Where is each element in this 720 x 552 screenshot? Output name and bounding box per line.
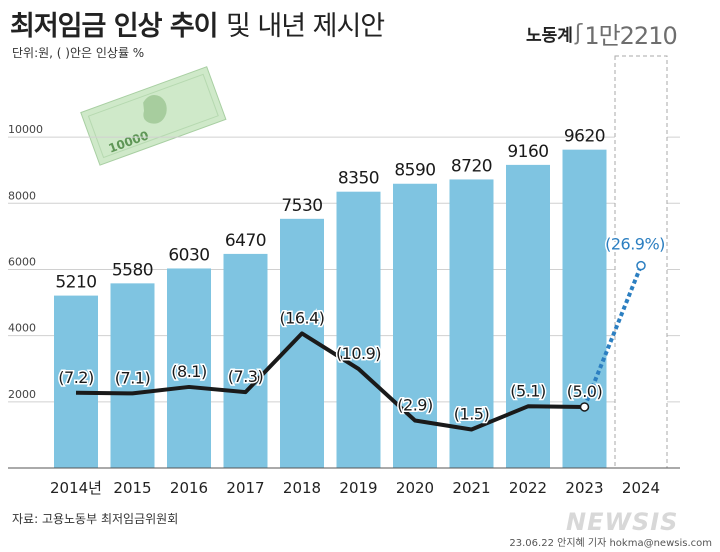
x-tick-label: 2018 [283,479,321,497]
x-tick-label: 2017 [226,479,264,497]
bar-value-label: 9160 [507,142,548,162]
bar-value-label: 9620 [564,127,605,147]
rate-label: (10.9) [336,344,381,363]
rate-label: (1.5) [454,405,489,424]
y-tick-label: 4000 [8,322,36,335]
bar-value-label: 5580 [112,260,153,280]
chart-title-sub: 및 내년 제시안 [225,11,385,42]
chart-title: 최저임금 인상 추이 및 내년 제시안 [10,4,385,43]
x-tick-label: 2022 [509,479,547,497]
proposal-rate-label: (26.9%) [605,235,665,254]
proposal-value: 1만2210 [584,22,677,50]
rate-label: (16.4) [279,308,324,327]
x-tick-label: 2015 [113,479,151,497]
y-tick-label: 8000 [8,189,36,202]
data-labels: 5210 5580 6030 6470 7530 8350 8590 8720 9160 9620… [55,127,667,425]
bar [506,164,550,468]
x-tick-label: 2021 [452,479,490,497]
y-axis-ticks: 2000 4000 6000 8000 10000 [8,123,43,401]
x-tick-label: 2019 [339,479,377,497]
bar [393,183,437,468]
rate-line [75,260,646,432]
bar [562,149,607,468]
bar-value-label: 8590 [394,161,435,181]
source-note: 자료: 고용노동부 최저임금위원회 [12,512,179,526]
bar-value-label: 5210 [55,273,96,293]
x-tick-label: 2020 [396,479,434,497]
x-tick-label: 2023 [565,479,603,497]
rate-line-path [75,331,585,432]
y-tick-label: 2000 [8,388,36,401]
unit-note: 단위:원, ( )안은 인상률 % [12,46,145,60]
y-tick-label: 6000 [8,255,36,268]
x-axis-ticks: 2014년 2015 2016 2017 2018 2019 2020 2021 2022 202… [50,479,660,497]
bar [167,268,211,468]
bar-value-label: 6030 [168,245,209,265]
bar [449,179,494,468]
bar-value-label: 8720 [451,156,492,176]
rate-label: (8.1) [171,362,206,381]
proposal-rate-line [582,264,643,408]
rate-label: (7.1) [115,368,150,387]
rate-point [579,402,590,412]
rate-label: (5.0) [567,382,602,401]
watermark: NEWSIS [566,508,679,536]
credit-note: 23.06.22 안지혜 기자 hokma@newsis.com [509,538,712,549]
rate-label: (7.3) [228,367,263,386]
bar [223,253,268,468]
proposal-label: 노동계 [526,26,573,46]
x-tick-label: 2024 [622,479,660,497]
bar-value-label: 8350 [338,169,379,189]
rate-label: (5.1) [510,381,545,400]
rate-label: (7.2) [58,368,93,387]
bar [110,283,155,468]
proposal-rate-point [636,260,646,271]
rate-label: (2.9) [397,395,432,414]
y-tick-label: 10000 [8,123,43,136]
bars [54,149,607,468]
bar [336,191,381,468]
x-tick-label: 2016 [170,479,208,497]
proposal-callout: 노동계ʃ1만2210 [526,16,678,51]
chart-title-main: 최저임금 인상 추이 [10,11,219,42]
banknote-illustration: 10000 [80,66,227,166]
bar-value-label: 6470 [225,231,266,251]
bracket-icon: ʃ [574,21,583,46]
bar [54,295,98,468]
x-tick-label: 2014년 [50,479,102,497]
bar-value-label: 7530 [281,196,322,216]
